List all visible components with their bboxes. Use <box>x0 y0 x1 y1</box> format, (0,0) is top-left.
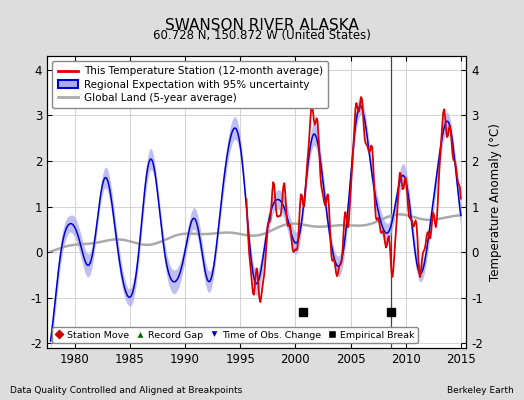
Text: Data Quality Controlled and Aligned at Breakpoints: Data Quality Controlled and Aligned at B… <box>10 386 243 395</box>
Y-axis label: Temperature Anomaly (°C): Temperature Anomaly (°C) <box>489 123 501 281</box>
Text: 60.728 N, 150.872 W (United States): 60.728 N, 150.872 W (United States) <box>153 29 371 42</box>
Text: SWANSON RIVER ALASKA: SWANSON RIVER ALASKA <box>165 18 359 33</box>
Text: Berkeley Earth: Berkeley Earth <box>447 386 514 395</box>
Legend: Station Move, Record Gap, Time of Obs. Change, Empirical Break: Station Move, Record Gap, Time of Obs. C… <box>52 327 418 343</box>
